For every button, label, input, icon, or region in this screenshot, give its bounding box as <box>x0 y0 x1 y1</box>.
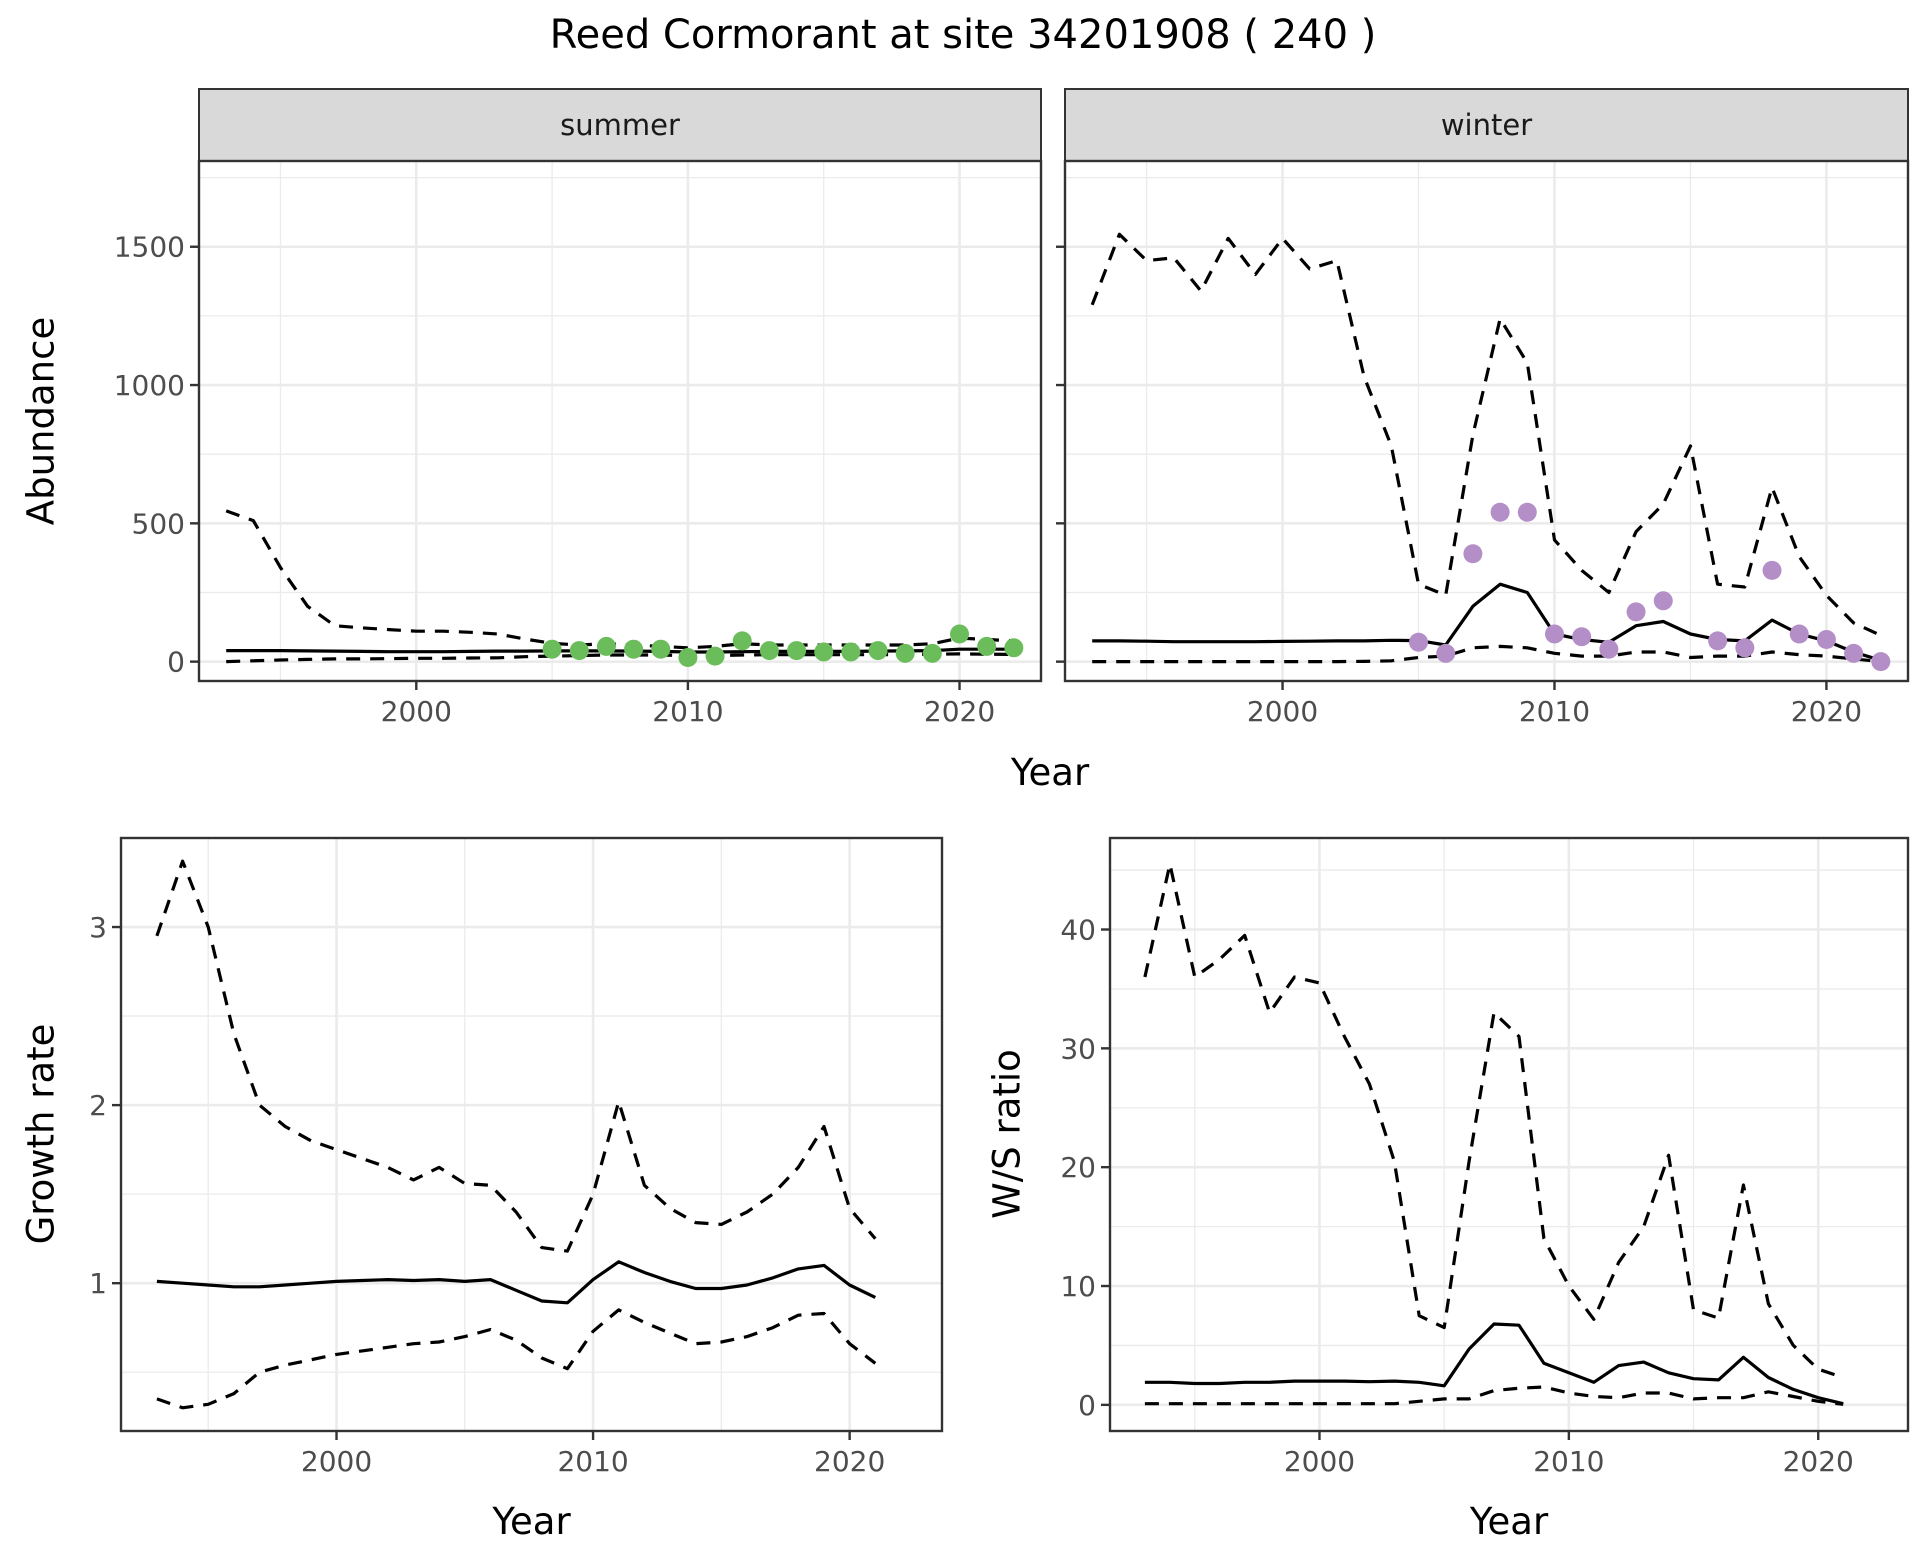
x-tick-label: 2010 <box>652 695 723 728</box>
panel-border <box>1108 836 1910 1433</box>
data-point <box>759 641 779 661</box>
data-point <box>1599 639 1619 659</box>
data-point <box>651 639 671 659</box>
data-point <box>732 631 752 651</box>
panel-border <box>119 836 944 1433</box>
series-line-lower <box>1144 1385 1844 1406</box>
data-point <box>596 636 616 656</box>
x-tick-label: 2000 <box>381 695 452 728</box>
data-point <box>1708 631 1728 651</box>
x-tick-label: 2010 <box>1533 1445 1604 1478</box>
y-tick-label: 500 <box>132 507 185 540</box>
series-line-lower <box>1092 644 1881 664</box>
data-point <box>1409 632 1429 652</box>
data-point <box>814 642 834 662</box>
panel-growth: 2000 2010 2020 1 2 3 Growth rate Year <box>20 836 944 1543</box>
data-point <box>1436 643 1456 663</box>
x-tick-label: 2020 <box>924 695 995 728</box>
data-point <box>1871 652 1891 672</box>
y-tick-label: 40 <box>1060 914 1096 947</box>
series-line-mean <box>226 647 1014 654</box>
data-point <box>1735 638 1755 658</box>
series-line-upper <box>155 859 877 1253</box>
facet-strip-label: winter <box>1441 108 1532 142</box>
data-point <box>1490 502 1510 522</box>
panel-summer: summer 2000 2010 2020 0 500 1000 1500 Abundance <box>20 88 1043 728</box>
facet-strip <box>198 88 1042 162</box>
data-point <box>624 639 644 659</box>
data-point <box>1004 638 1024 658</box>
figure-title: Reed Cormorant at site 34201908 ( 240 ) <box>550 12 1377 58</box>
data-point <box>1653 591 1673 611</box>
x-tick-label: 2020 <box>814 1445 885 1478</box>
y-tick-label: 1000 <box>114 369 185 402</box>
x-tick-label: 2010 <box>557 1445 628 1478</box>
x-tick-label: 2010 <box>1519 695 1590 728</box>
series-line-upper <box>1143 862 1844 1380</box>
y-tick-label: 0 <box>167 646 185 679</box>
data-point <box>1544 624 1564 644</box>
data-point <box>1816 630 1836 650</box>
x-tick-label: 2000 <box>1247 695 1318 728</box>
y-axis-label: W/S ratio <box>986 1049 1029 1219</box>
data-point <box>977 636 997 656</box>
y-tick-label: 1 <box>89 1267 107 1300</box>
x-axis-label: Year <box>1010 751 1090 794</box>
facet-strip-label: summer <box>560 108 680 142</box>
data-point <box>678 647 698 667</box>
y-axis-label: Abundance <box>20 317 63 525</box>
data-point <box>1463 544 1483 564</box>
x-axis-label: Year <box>1469 1500 1549 1543</box>
data-point <box>1626 602 1646 622</box>
series-line-lower <box>156 1308 877 1410</box>
data-point <box>705 646 725 666</box>
x-tick-label: 2020 <box>1783 1445 1854 1478</box>
data-point <box>868 641 888 661</box>
y-tick-label: 20 <box>1060 1151 1096 1184</box>
series-line-mean <box>1092 582 1882 662</box>
data-point <box>950 624 970 644</box>
series-line-mean <box>156 1260 876 1305</box>
data-point <box>922 643 942 663</box>
y-tick-label: 0 <box>1078 1389 1096 1422</box>
series-line-mean <box>1144 1322 1844 1406</box>
data-point <box>1517 502 1537 522</box>
data-point <box>569 641 589 661</box>
data-point <box>895 643 915 663</box>
data-point <box>1762 560 1782 580</box>
x-tick-label: 2000 <box>1284 1445 1355 1478</box>
y-tick-label: 3 <box>89 911 107 944</box>
y-tick-label: 10 <box>1060 1270 1096 1303</box>
panel-ws: 2000 2010 2020 0 10 20 30 40 W/S ratio Year <box>986 836 1910 1543</box>
panel-border <box>1063 159 1910 683</box>
panel-border <box>197 159 1043 683</box>
y-tick-label: 1500 <box>114 231 185 264</box>
series-line-upper <box>225 509 1014 650</box>
data-point <box>1789 624 1809 644</box>
data-point <box>841 642 861 662</box>
facet-strip <box>1064 88 1909 162</box>
data-point <box>1844 643 1864 663</box>
x-tick-label: 2020 <box>1791 695 1862 728</box>
data-point <box>787 641 807 661</box>
series-line-upper <box>1090 232 1882 637</box>
panel-winter: winter 2000 2010 2020 <box>1056 88 1910 728</box>
y-tick-label: 2 <box>89 1089 107 1122</box>
data-point <box>542 639 562 659</box>
x-axis-label: Year <box>491 1500 571 1543</box>
y-axis-label: Growth rate <box>20 1024 63 1245</box>
data-point <box>1572 627 1592 647</box>
x-tick-label: 2000 <box>301 1445 372 1478</box>
y-tick-label: 30 <box>1060 1032 1096 1065</box>
